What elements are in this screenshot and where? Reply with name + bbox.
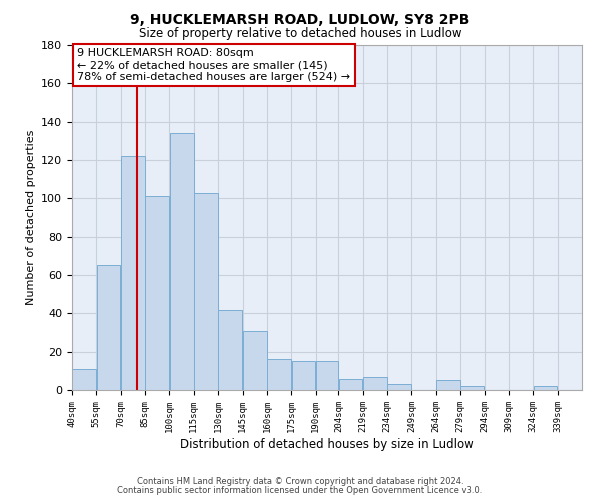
Bar [316, 361, 338, 390]
Text: Contains public sector information licensed under the Open Government Licence v3: Contains public sector information licen… [118, 486, 482, 495]
Text: 9, HUCKLEMARSH ROAD, LUDLOW, SY8 2PB: 9, HUCKLEMARSH ROAD, LUDLOW, SY8 2PB [130, 12, 470, 26]
Text: Contains HM Land Registry data © Crown copyright and database right 2024.: Contains HM Land Registry data © Crown c… [137, 477, 463, 486]
Bar [170, 133, 194, 390]
Bar [267, 360, 291, 390]
Bar [218, 310, 242, 390]
Bar [72, 369, 96, 390]
Text: Size of property relative to detached houses in Ludlow: Size of property relative to detached ho… [139, 28, 461, 40]
Bar [292, 361, 316, 390]
Bar [145, 196, 169, 390]
Bar [460, 386, 484, 390]
Bar [388, 384, 411, 390]
X-axis label: Distribution of detached houses by size in Ludlow: Distribution of detached houses by size … [180, 438, 474, 450]
Bar [363, 376, 387, 390]
Bar [533, 386, 557, 390]
Bar [243, 330, 266, 390]
Bar [97, 266, 121, 390]
Bar [121, 156, 145, 390]
Bar [194, 192, 218, 390]
Bar [436, 380, 460, 390]
Text: 9 HUCKLEMARSH ROAD: 80sqm
← 22% of detached houses are smaller (145)
78% of semi: 9 HUCKLEMARSH ROAD: 80sqm ← 22% of detac… [77, 48, 350, 82]
Y-axis label: Number of detached properties: Number of detached properties [26, 130, 35, 305]
Bar [338, 378, 362, 390]
